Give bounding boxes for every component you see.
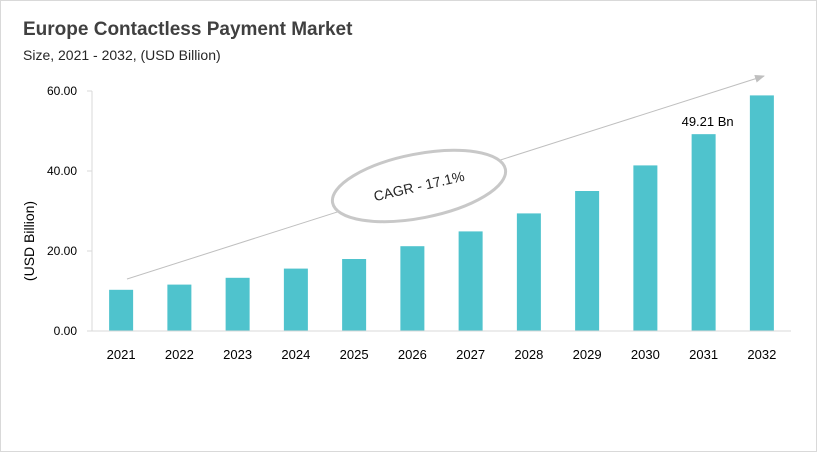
bar-2026 [400, 246, 425, 331]
data-labels: 49.21 Bn [682, 114, 734, 129]
x-tick-label: 2031 [689, 347, 718, 362]
bar-2022 [167, 284, 192, 331]
cagr-ellipse [330, 148, 508, 224]
x-tick-label: 2026 [398, 347, 427, 362]
x-tick-label: 2024 [281, 347, 310, 362]
bars [109, 95, 774, 332]
bar-2027 [458, 231, 483, 331]
bar-2021 [109, 289, 134, 331]
x-tick-label: 2029 [573, 347, 602, 362]
y-tick-label: 20.00 [47, 244, 77, 258]
bar-2023 [225, 277, 250, 331]
bar-2024 [283, 268, 308, 331]
x-tick-label: 2027 [456, 347, 485, 362]
x-axis-ticks: 2021 2022 2023 2024 2025 2026 2027 2028 2029 2030… [107, 347, 777, 362]
chart-subtitle: Size, 2021 - 2032, (USD Billion) [23, 47, 221, 63]
bar-2028 [516, 213, 541, 331]
bar-2031 [691, 134, 716, 331]
x-tick-label: 2028 [514, 347, 543, 362]
bar-2032 [749, 95, 774, 332]
x-tick-label: 2030 [631, 347, 660, 362]
x-tick-label: 2032 [747, 347, 776, 362]
y-tick-label: 60.00 [47, 84, 77, 98]
x-tick-label: 2022 [165, 347, 194, 362]
x-tick-label: 2023 [223, 347, 252, 362]
chart-title: Europe Contactless Payment Market [23, 19, 353, 40]
bar-2025 [342, 259, 367, 331]
y-tick-label: 40.00 [47, 164, 77, 178]
y-tick-label: 0.00 [54, 324, 78, 338]
data-label: 49.21 Bn [682, 114, 734, 129]
y-axis-ticks: 0.00 20.00 40.00 60.00 [47, 84, 92, 338]
bar-2029 [575, 191, 600, 331]
y-axis-label: (USD Billion) [21, 201, 37, 281]
x-tick-label: 2025 [340, 347, 369, 362]
bar-2030 [633, 165, 658, 331]
x-tick-label: 2021 [107, 347, 136, 362]
